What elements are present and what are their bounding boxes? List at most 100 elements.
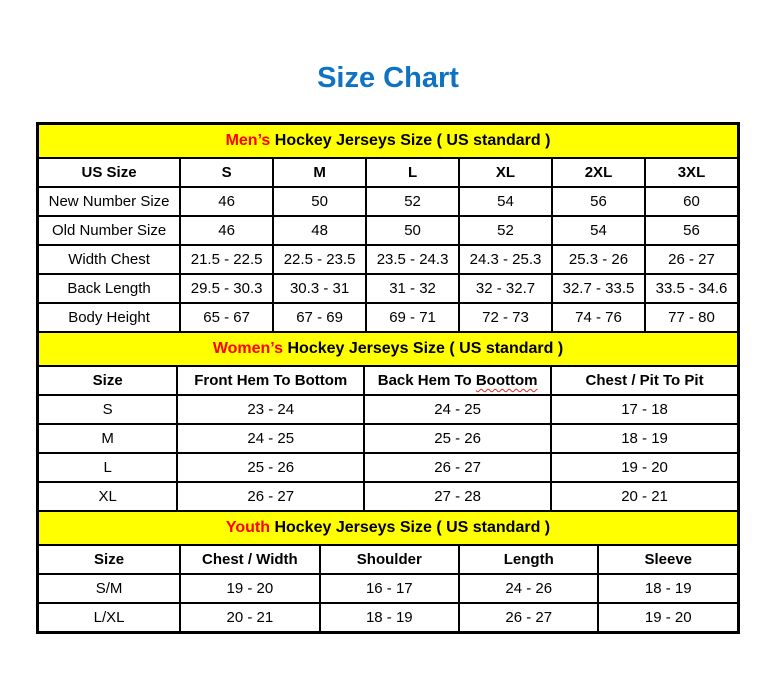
size-value-cell: 21.5 - 22.5 bbox=[179, 244, 275, 275]
table-row: L/XL 20 - 21 18 - 19 26 - 27 19 - 20 bbox=[36, 602, 739, 633]
mens-heading-highlight: Men’s bbox=[225, 132, 271, 149]
column-header: 2XL bbox=[551, 157, 646, 188]
size-value-cell: 19 - 20 bbox=[179, 573, 321, 604]
size-value-cell: 77 - 80 bbox=[643, 302, 740, 333]
womens-heading-text: Hockey Jerseys Size ( US standard ) bbox=[283, 340, 564, 357]
row-label: Old Number Size bbox=[36, 215, 182, 246]
size-value-cell: 18 - 19 bbox=[597, 573, 739, 604]
column-header-row: US Size S M L XL 2XL 3XL bbox=[36, 157, 740, 188]
size-value-cell: 24 - 25 bbox=[363, 394, 553, 425]
size-value-cell: 26 - 27 bbox=[643, 244, 740, 275]
size-value-cell: 29.5 - 30.3 bbox=[179, 273, 275, 304]
row-label: Width Chest bbox=[36, 244, 182, 275]
size-value-cell: 18 - 19 bbox=[550, 423, 739, 454]
size-value-cell: 20 - 21 bbox=[550, 481, 739, 512]
column-header-row: Size Chest / Width Shoulder Length Sleeve bbox=[36, 544, 739, 575]
mens-section-heading: Men’s Hockey Jerseys Size ( US standard … bbox=[37, 123, 739, 157]
size-chart-container: Men’s Hockey Jerseys Size ( US standard … bbox=[36, 122, 740, 634]
size-value-cell: 19 - 20 bbox=[550, 452, 739, 483]
womens-size-section: Women’s Hockey Jerseys Size ( US standar… bbox=[36, 333, 739, 512]
size-value-cell: 26 - 27 bbox=[363, 452, 553, 483]
size-value-cell: 22.5 - 23.5 bbox=[272, 244, 368, 275]
size-value-cell: 67 - 69 bbox=[272, 302, 368, 333]
row-label: S bbox=[36, 394, 179, 425]
table-row: XL 26 - 27 27 - 28 20 - 21 bbox=[36, 481, 739, 512]
column-header: Sleeve bbox=[597, 544, 739, 575]
page-title: Size Chart bbox=[317, 62, 459, 94]
size-value-cell: 33.5 - 34.6 bbox=[643, 273, 740, 304]
table-row: New Number Size 46 50 52 54 56 60 bbox=[36, 186, 740, 217]
youth-section-heading: Youth Hockey Jerseys Size ( US standard … bbox=[37, 512, 739, 544]
mens-size-section: Men’s Hockey Jerseys Size ( US standard … bbox=[36, 123, 740, 333]
size-value-cell: 50 bbox=[272, 186, 368, 217]
mens-size-table: US Size S M L XL 2XL 3XL New Number Size 46 50 52 5… bbox=[36, 157, 740, 333]
column-header: L bbox=[365, 157, 461, 188]
column-header: Size bbox=[36, 544, 182, 575]
size-value-cell: 16 - 17 bbox=[318, 573, 461, 604]
size-value-cell: 56 bbox=[551, 186, 646, 217]
table-row: L 25 - 26 26 - 27 19 - 20 bbox=[36, 452, 739, 483]
row-label: S/M bbox=[36, 573, 182, 604]
size-value-cell: 48 bbox=[272, 215, 368, 246]
size-value-cell: 54 bbox=[551, 215, 646, 246]
column-header: Length bbox=[458, 544, 600, 575]
table-row: Back Length 29.5 - 30.3 30.3 - 31 31 - 32 32… bbox=[36, 273, 740, 304]
womens-section-heading: Women’s Hockey Jerseys Size ( US standar… bbox=[37, 333, 739, 365]
table-row: S 23 - 24 24 - 25 17 - 18 bbox=[36, 394, 739, 425]
size-value-cell: 23 - 24 bbox=[176, 394, 366, 425]
column-header: M bbox=[272, 157, 368, 188]
womens-size-table: Size Front Hem To Bottom Back Hem To Boott… bbox=[36, 365, 739, 512]
row-label: L/XL bbox=[36, 602, 182, 633]
column-header: S bbox=[179, 157, 275, 188]
row-label: Body Height bbox=[36, 302, 182, 333]
size-value-cell: 74 - 76 bbox=[551, 302, 646, 333]
size-value-cell: 54 bbox=[458, 186, 553, 217]
column-header: US Size bbox=[36, 157, 182, 188]
size-value-cell: 24.3 - 25.3 bbox=[458, 244, 553, 275]
size-value-cell: 27 - 28 bbox=[363, 481, 553, 512]
size-value-cell: 25 - 26 bbox=[363, 423, 553, 454]
column-header: XL bbox=[458, 157, 553, 188]
column-header: Size bbox=[36, 365, 179, 396]
table-row: Body Height 65 - 67 67 - 69 69 - 71 72 - 73 7… bbox=[36, 302, 740, 333]
column-header: Front Hem To Bottom bbox=[176, 365, 366, 396]
size-value-cell: 18 - 19 bbox=[318, 602, 461, 633]
misspelled-word: Boottom bbox=[475, 372, 538, 389]
size-value-cell: 19 - 20 bbox=[597, 602, 739, 633]
size-value-cell: 50 bbox=[365, 215, 461, 246]
size-value-cell: 20 - 21 bbox=[179, 602, 321, 633]
size-value-cell: 56 bbox=[643, 215, 740, 246]
youth-heading-text: Hockey Jerseys Size ( US standard ) bbox=[270, 519, 551, 536]
size-value-cell: 46 bbox=[179, 186, 275, 217]
row-label: XL bbox=[36, 481, 179, 512]
size-value-cell: 24 - 26 bbox=[458, 573, 600, 604]
size-value-cell: 17 - 18 bbox=[550, 394, 739, 425]
row-label: L bbox=[36, 452, 179, 483]
size-value-cell: 26 - 27 bbox=[458, 602, 600, 633]
column-header: 3XL bbox=[643, 157, 740, 188]
table-row: S/M 19 - 20 16 - 17 24 - 26 18 - 19 bbox=[36, 573, 739, 604]
row-label: Back Length bbox=[36, 273, 182, 304]
size-value-cell: 25.3 - 26 bbox=[551, 244, 646, 275]
size-value-cell: 31 - 32 bbox=[365, 273, 461, 304]
table-row: M 24 - 25 25 - 26 18 - 19 bbox=[36, 423, 739, 454]
row-label: New Number Size bbox=[36, 186, 182, 217]
youth-heading-highlight: Youth bbox=[225, 519, 270, 536]
size-value-cell: 32 - 32.7 bbox=[458, 273, 553, 304]
column-header-row: Size Front Hem To Bottom Back Hem To Boott… bbox=[36, 365, 739, 396]
size-value-cell: 72 - 73 bbox=[458, 302, 553, 333]
size-value-cell: 23.5 - 24.3 bbox=[365, 244, 461, 275]
table-row: Old Number Size 46 48 50 52 54 56 bbox=[36, 215, 740, 246]
column-header: Chest / Pit To Pit bbox=[550, 365, 739, 396]
size-value-cell: 32.7 - 33.5 bbox=[551, 273, 646, 304]
size-value-cell: 65 - 67 bbox=[179, 302, 275, 333]
size-value-cell: 52 bbox=[365, 186, 461, 217]
size-value-cell: 24 - 25 bbox=[176, 423, 366, 454]
size-value-cell: 60 bbox=[643, 186, 740, 217]
youth-size-section: Youth Hockey Jerseys Size ( US standard … bbox=[36, 512, 739, 633]
mens-heading-text: Hockey Jerseys Size ( US standard ) bbox=[270, 132, 551, 149]
size-value-cell: 69 - 71 bbox=[365, 302, 461, 333]
column-header: Back Hem To Boottom bbox=[363, 365, 553, 396]
column-header: Shoulder bbox=[318, 544, 461, 575]
